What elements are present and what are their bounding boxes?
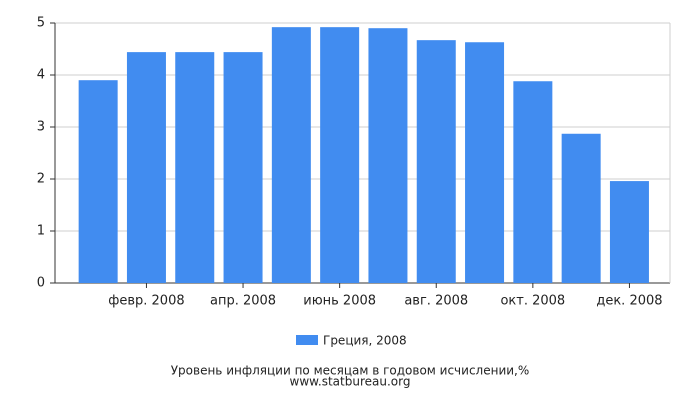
- bar: [126, 52, 166, 284]
- bar: [416, 40, 456, 283]
- x-tick-label: июнь 2008: [303, 294, 376, 309]
- y-tick-label: 5: [37, 16, 45, 31]
- bar: [465, 42, 505, 283]
- chart-title: Уровень инфляции по месяцам в годовом ис…: [171, 364, 530, 378]
- x-tick-label: дек. 2008: [596, 294, 662, 309]
- y-tick-label: 1: [37, 224, 45, 239]
- bar: [368, 28, 408, 284]
- bar: [609, 181, 649, 283]
- bar: [271, 27, 311, 283]
- legend-label: Греция, 2008: [323, 334, 407, 348]
- x-tick-label: февр. 2008: [108, 294, 184, 309]
- x-tick-label: апр. 2008: [210, 294, 276, 309]
- y-tick-label: 4: [37, 68, 45, 83]
- source: www.statbureau.org: [290, 375, 411, 389]
- bar: [561, 133, 601, 283]
- bar: [223, 52, 263, 284]
- bar: [175, 52, 215, 284]
- x-tick-label: авг. 2008: [404, 294, 468, 309]
- bar: [513, 81, 553, 284]
- y-tick-label: 2: [37, 172, 45, 187]
- legend-swatch: [296, 335, 318, 345]
- bar: [78, 80, 118, 283]
- y-tick-label: 0: [37, 276, 45, 291]
- bar: [320, 27, 360, 283]
- y-tick-label: 3: [37, 120, 45, 135]
- x-tick-label: окт. 2008: [500, 294, 565, 309]
